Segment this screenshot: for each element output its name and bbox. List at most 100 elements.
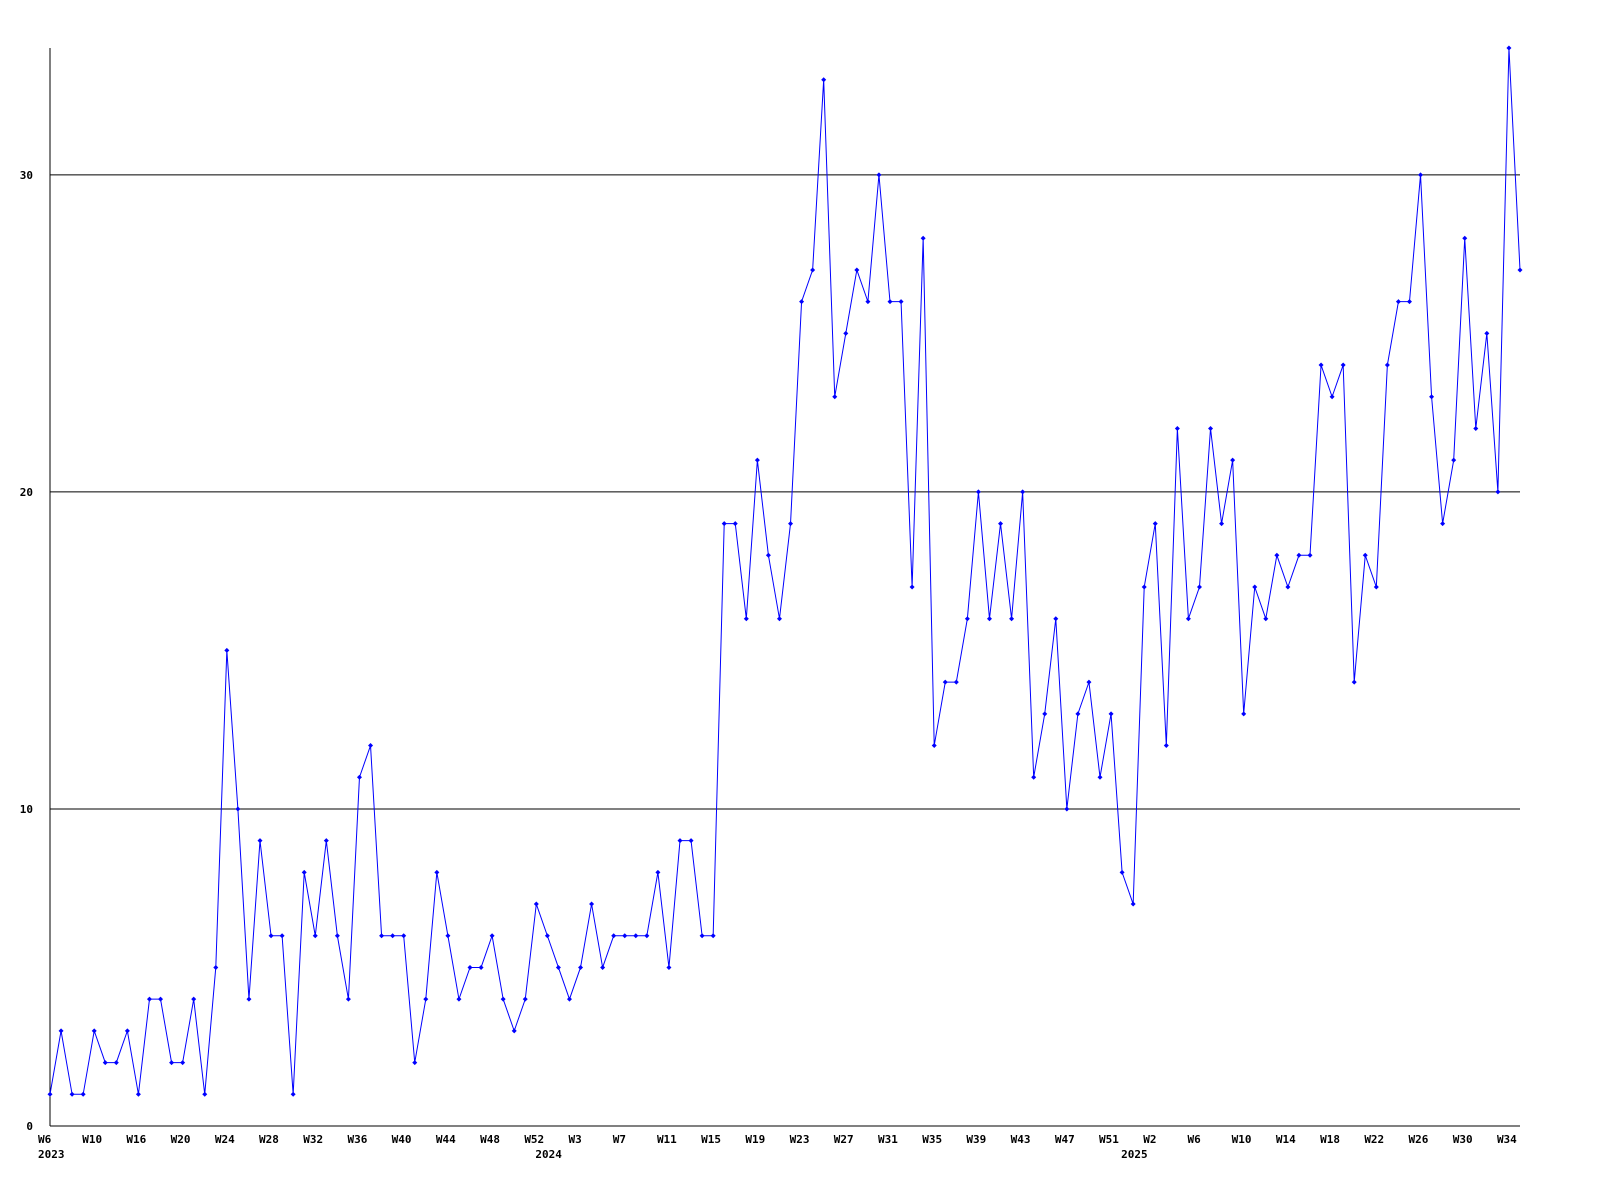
point <box>1086 679 1092 685</box>
point <box>1196 584 1202 590</box>
point <box>379 933 385 939</box>
x-tick-label: W22 <box>1364 1133 1384 1146</box>
x-tick-label: W19 <box>745 1133 765 1146</box>
point <box>655 869 661 875</box>
point <box>788 521 794 527</box>
x-tick-label: W52 <box>524 1133 544 1146</box>
point <box>1440 521 1446 527</box>
point <box>1208 425 1214 431</box>
point <box>356 774 362 780</box>
point <box>953 679 959 685</box>
x-tick-label: W18 <box>1320 1133 1340 1146</box>
point <box>1285 584 1291 590</box>
x-tick-label: W30 <box>1453 1133 1473 1146</box>
point <box>345 996 351 1002</box>
point <box>1318 362 1324 368</box>
point <box>1042 711 1048 717</box>
x-tick-label: W28 <box>259 1133 279 1146</box>
point <box>533 901 539 907</box>
point <box>390 933 396 939</box>
point <box>47 1091 53 1097</box>
point <box>1163 743 1169 749</box>
point <box>522 996 528 1002</box>
point <box>213 964 219 970</box>
point <box>135 1091 141 1097</box>
x-year-label: 2023 <box>38 1148 65 1161</box>
point <box>1252 584 1258 590</box>
point <box>566 996 572 1002</box>
point <box>964 616 970 622</box>
point <box>1031 774 1037 780</box>
point <box>832 394 838 400</box>
point <box>544 933 550 939</box>
x-tick-label: W23 <box>790 1133 810 1146</box>
point <box>931 743 937 749</box>
point <box>1495 489 1501 495</box>
x-tick-label: W47 <box>1055 1133 1075 1146</box>
point <box>1484 330 1490 336</box>
point <box>1351 679 1357 685</box>
point <box>500 996 506 1002</box>
point <box>555 964 561 970</box>
point <box>1075 711 1081 717</box>
x-tick-label: W26 <box>1409 1133 1429 1146</box>
point <box>412 1060 418 1066</box>
point <box>1462 235 1468 241</box>
point <box>169 1060 175 1066</box>
point <box>257 838 263 844</box>
point <box>1174 425 1180 431</box>
x-tick-label: W24 <box>215 1133 235 1146</box>
point <box>1506 45 1512 51</box>
y-tick-label: 30 <box>20 169 33 182</box>
x-tick-label: W51 <box>1099 1133 1119 1146</box>
point <box>279 933 285 939</box>
point <box>334 933 340 939</box>
point <box>1429 394 1435 400</box>
point <box>1141 584 1147 590</box>
x-tick-label: W36 <box>347 1133 367 1146</box>
point <box>1418 172 1424 178</box>
point <box>102 1060 108 1066</box>
point <box>1473 425 1479 431</box>
point <box>456 996 462 1002</box>
x-year-label: 2024 <box>535 1148 562 1161</box>
point <box>743 616 749 622</box>
point <box>323 838 329 844</box>
point <box>754 457 760 463</box>
point <box>1185 616 1191 622</box>
point <box>732 521 738 527</box>
point <box>1130 901 1136 907</box>
point <box>1108 711 1114 717</box>
point <box>158 996 164 1002</box>
point <box>920 235 926 241</box>
point <box>1395 299 1401 305</box>
point <box>644 933 650 939</box>
point <box>611 933 617 939</box>
point <box>810 267 816 273</box>
x-tick-label: W11 <box>657 1133 677 1146</box>
point <box>401 933 407 939</box>
point <box>1263 616 1269 622</box>
point <box>1517 267 1523 273</box>
x-tick-label: W32 <box>303 1133 323 1146</box>
point <box>776 616 782 622</box>
point <box>1064 806 1070 812</box>
x-tick-label: W10 <box>1232 1133 1252 1146</box>
point <box>1241 711 1247 717</box>
point <box>1329 394 1335 400</box>
point <box>1053 616 1059 622</box>
point <box>235 806 241 812</box>
point <box>1340 362 1346 368</box>
point <box>909 584 915 590</box>
point <box>489 933 495 939</box>
point <box>942 679 948 685</box>
point <box>434 869 440 875</box>
point <box>224 647 230 653</box>
x-tick-label: W15 <box>701 1133 721 1146</box>
point <box>478 964 484 970</box>
point <box>80 1091 86 1097</box>
x-tick-label: W48 <box>480 1133 500 1146</box>
point <box>113 1060 119 1066</box>
point <box>191 996 197 1002</box>
